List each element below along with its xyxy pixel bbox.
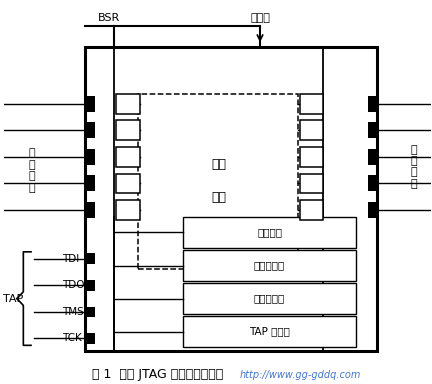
Bar [116,94,140,114]
Bar [85,149,95,165]
Bar [300,147,323,167]
Bar [116,174,140,193]
Text: TCK: TCK [62,333,82,344]
Text: http://www.gg-gddq.com: http://www.gg-gddq.com [240,369,361,380]
Bar [368,175,377,191]
Bar [300,94,323,114]
Text: TDO: TDO [62,280,84,290]
Text: 脚: 脚 [29,183,35,193]
Bar [85,253,95,264]
Text: 输: 输 [29,148,35,159]
Text: TMS: TMS [62,307,83,317]
Bar [116,120,140,140]
Text: 入: 入 [29,160,35,170]
Bar [300,174,323,193]
Text: 扫描链: 扫描链 [250,13,270,23]
Bar [183,250,356,281]
Bar [300,200,323,220]
Bar [368,149,377,165]
Bar [368,202,377,218]
Bar [85,333,95,344]
Bar [183,283,356,314]
Bar [368,96,377,112]
Text: 指令寄存器: 指令寄存器 [254,294,285,304]
Bar [85,280,95,291]
Text: 脚: 脚 [410,179,417,189]
Bar [183,217,356,248]
Bar [368,122,377,138]
Text: 输: 输 [410,145,417,155]
Bar [85,175,95,191]
Text: 出: 出 [410,156,417,166]
Bar [85,122,95,138]
Text: BSR: BSR [98,13,120,23]
Bar [85,96,95,112]
Text: 器件识别: 器件识别 [257,227,282,237]
Bar [116,147,140,167]
Bar [85,202,95,218]
Text: TAP 控制器: TAP 控制器 [249,327,290,337]
Bar [85,47,377,351]
Text: 芯片: 芯片 [211,158,226,171]
Bar [183,316,356,347]
Bar [116,200,140,220]
Bar [139,94,299,269]
Text: 图 1  支持 JTAG 标准的芯片结构: 图 1 支持 JTAG 标准的芯片结构 [92,368,223,381]
Text: TDI: TDI [62,254,79,264]
Bar [300,120,323,140]
Text: 引: 引 [29,171,35,181]
Text: 引: 引 [410,167,417,177]
Text: TAP: TAP [3,294,24,304]
Text: 旁路寄存器: 旁路寄存器 [254,260,285,270]
Bar [85,306,95,317]
Text: 内核: 内核 [211,190,226,204]
